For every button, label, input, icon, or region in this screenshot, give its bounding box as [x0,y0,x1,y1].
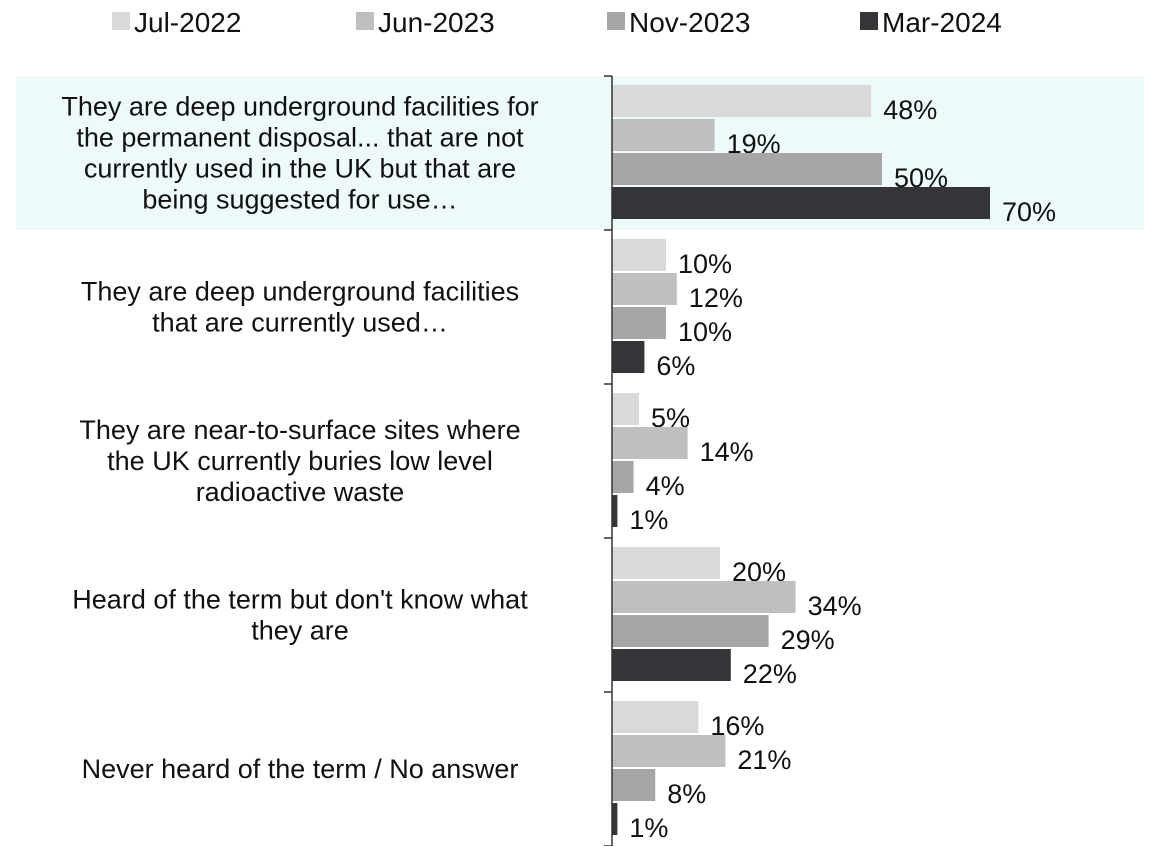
value-label: 1% [629,813,668,843]
value-label: 8% [667,779,706,809]
legend: Jul-2022 Jun-2023 Nov-2023 Mar-2024 [112,7,1002,38]
value-label: 6% [656,351,695,381]
value-label: 48% [883,95,937,125]
category-label: They are deep underground facilities that… [81,277,519,338]
legend-swatch [112,12,130,30]
legend-label: Nov-2023 [629,7,750,38]
bar [612,187,990,219]
legend-swatch [860,12,878,30]
value-label: 1% [629,505,668,535]
bar [612,85,872,117]
bar [612,307,666,339]
bar [612,153,882,185]
legend-label: Jul-2022 [134,7,241,38]
legend-label: Mar-2024 [882,7,1002,38]
bar [612,615,769,647]
bar [612,701,699,733]
value-label: 70% [1002,197,1056,227]
bar [612,803,618,835]
bar [612,547,720,579]
category-label: They are near-to-surface sites where the … [79,415,520,507]
bar [612,769,656,801]
bar [612,273,677,305]
bar [612,461,634,493]
legend-label: Jun-2023 [378,7,495,38]
category-label: They are deep underground facilities for… [61,92,538,215]
bar [612,495,618,527]
legend-swatch [356,12,374,30]
value-label: 29% [781,625,835,655]
value-label: 21% [737,745,791,775]
bar [612,427,688,459]
bar [612,735,726,767]
value-label: 34% [808,591,862,621]
bar [612,393,639,425]
bar [612,239,666,271]
value-label: 22% [743,659,797,689]
category-label: Heard of the term but don't know what the… [72,585,528,646]
legend-swatch [607,12,625,30]
category-label: Never heard of the term / No answer [82,754,519,784]
bar [612,119,715,151]
value-label: 14% [700,437,754,467]
value-label: 10% [678,249,732,279]
value-label: 12% [689,283,743,313]
bar [612,649,731,681]
bar [612,581,796,613]
value-label: 4% [646,471,685,501]
bar [612,341,645,373]
value-label: 10% [678,317,732,347]
